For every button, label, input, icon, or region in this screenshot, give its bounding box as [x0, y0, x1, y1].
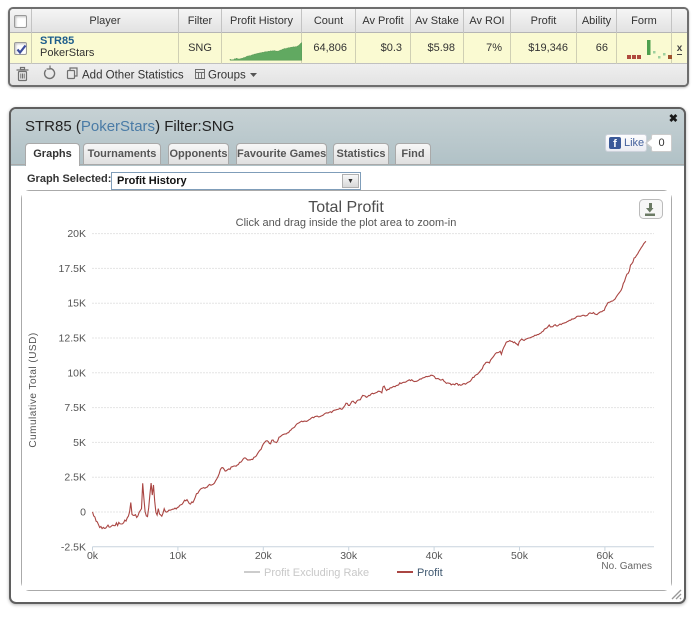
svg-text:Click and drag inside the plot: Click and drag inside the plot area to z…	[236, 217, 457, 229]
svg-text:Profit: Profit	[417, 567, 443, 579]
svg-text:Total Profit: Total Profit	[308, 199, 384, 216]
svg-text:60k: 60k	[596, 550, 614, 562]
svg-text:Profit Excluding Rake: Profit Excluding Rake	[264, 567, 369, 579]
svg-text:10k: 10k	[169, 550, 187, 562]
svg-text:0k: 0k	[87, 550, 99, 562]
svg-text:12.5K: 12.5K	[59, 333, 86, 345]
svg-text:0: 0	[80, 507, 86, 519]
svg-text:5K: 5K	[73, 437, 86, 449]
svg-text:20k: 20k	[255, 550, 273, 562]
svg-text:40k: 40k	[426, 550, 444, 562]
svg-text:50k: 50k	[511, 550, 529, 562]
svg-text:Cumulative Total (USD): Cumulative Total (USD)	[28, 332, 39, 447]
svg-text:20K: 20K	[67, 228, 86, 240]
svg-text:15K: 15K	[67, 298, 86, 310]
svg-text:17.5K: 17.5K	[59, 263, 86, 275]
svg-text:-2.5K: -2.5K	[61, 541, 86, 553]
svg-text:No. Games: No. Games	[601, 561, 652, 572]
svg-text:7.5K: 7.5K	[64, 402, 86, 414]
svg-text:Add Other Statistics: Add Other Statistics	[82, 70, 184, 82]
svg-text:30k: 30k	[340, 550, 358, 562]
svg-text:10K: 10K	[67, 367, 86, 379]
svg-text:Groups: Groups	[208, 70, 246, 82]
svg-text:2.5K: 2.5K	[64, 472, 86, 484]
